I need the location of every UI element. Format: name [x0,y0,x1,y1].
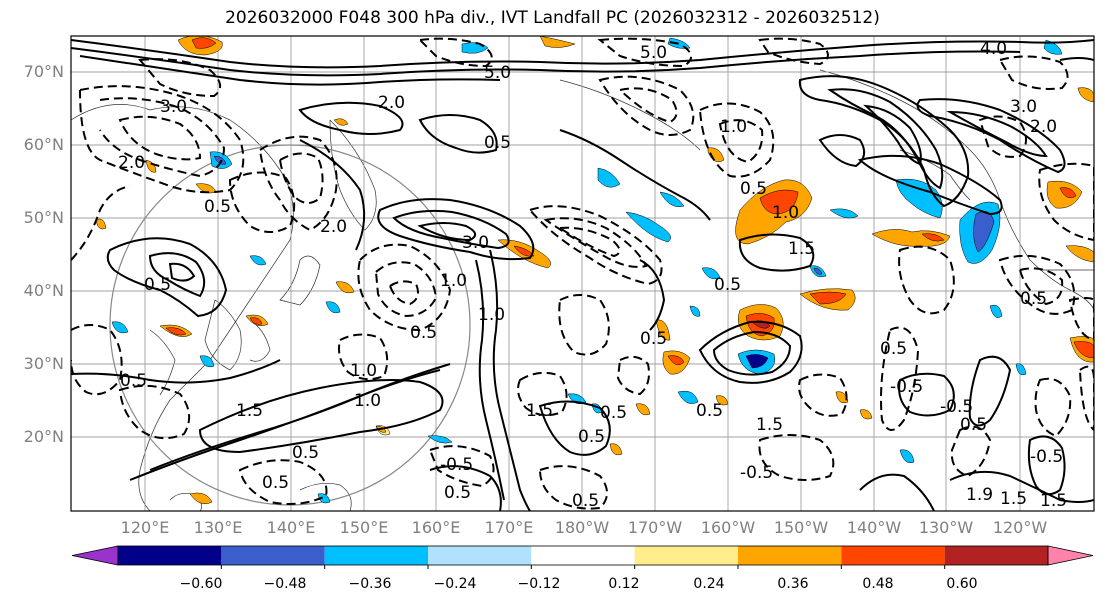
colorbar-tick-label: −0.48 [263,576,307,592]
contour-label: 5.0 [484,63,511,83]
colorbar-tick-label: 0.24 [693,576,725,592]
contour-label: 4.0 [980,39,1007,59]
contour-label: 1.9 [966,485,993,505]
contour-label: 1.5 [236,401,263,421]
contour-label: 0.5 [120,371,147,391]
contour-label: 1.0 [478,305,505,325]
contour-label: 3.0 [160,97,187,117]
colorbar-extend-high [1047,545,1094,566]
contour-label: 3.0 [462,233,489,253]
contour-label: 2.0 [1030,117,1057,137]
colorbar-tick-label: 0.60 [946,576,978,592]
colorbar-segment [841,546,945,565]
contour-label: 0.5 [578,427,605,447]
contour-label: 0.5 [600,403,627,423]
lon-label-130e: 130°E [193,518,243,537]
contour-label: 0.5 [696,401,723,421]
colorbar-tick-label: −0.12 [517,576,561,592]
colorbar-segment [944,546,1048,565]
contour-label: 0.5 [572,491,599,511]
negative-contours [71,37,1094,510]
lat-label-20n: 20°N [23,427,64,446]
lon-label-120e: 120°E [120,518,170,537]
contour-label: 0.5 [640,329,667,349]
contour-label: 2.0 [320,217,347,237]
contour-label: -0.5 [1030,447,1063,467]
lon-label-180w: 180°W [554,518,610,537]
landfall-region-circle [109,144,471,506]
contour-label: 1.0 [720,117,747,137]
colorbar-segment [324,546,428,565]
lat-label-70n: 70°N [23,62,64,81]
colorbar-frame [117,545,1049,566]
coastlines [71,69,1094,511]
lat-label-30n: 30°N [23,354,64,373]
positive-contours [71,39,1094,511]
contour-label: 1.5 [788,239,815,259]
contour-label: 1.0 [350,361,377,381]
lon-label-130w: 130°W [918,518,974,537]
lon-label-150e: 150°E [339,518,389,537]
contour-label: 0.5 [144,275,171,295]
contour-label: 1.0 [354,391,381,411]
colorbar-segment [531,546,635,565]
contour-label: 0.5 [204,197,231,217]
contour-label: 0.5 [740,179,767,199]
colorbar-extend-low [71,545,119,566]
contour-label: 1.5 [756,415,783,435]
contour-label: 1.5 [526,401,553,421]
contour-label: 0.5 [484,133,511,153]
lat-label-50n: 50°N [23,208,64,227]
contour-label: 0.5 [444,483,471,503]
lon-label-120w: 120°W [992,518,1048,537]
lon-label-140w: 140°W [846,518,902,537]
contour-label: 0.5 [880,339,907,359]
colorbar-segment [428,546,532,565]
colorbar-tick-label: −0.36 [348,576,392,592]
lon-label-170w: 170°W [627,518,683,537]
lon-label-140e: 140°E [266,518,316,537]
map-title: 2026032000 F048 300 hPa div., IVT Landfa… [225,8,880,28]
contour-label: 1.5 [1040,491,1067,511]
colorbar-tick-label: 0.12 [608,576,640,592]
lon-label-170e: 170°E [484,518,534,537]
map-plot-area: 2.0 3.0 3.0 2.0 0.5 0.5 5.0 5.0 4.0 3.0 … [71,36,1094,511]
contour-label: 0.5 [1020,289,1047,309]
lat-label-40n: 40°N [23,281,64,300]
contour-label: 0.5 [292,443,319,463]
contour-label: 3.0 [1010,97,1037,117]
colorbar [71,545,1094,569]
contour-label: 0.5 [960,415,987,435]
contour-label: 0.5 [262,473,289,493]
contour-label: 1.5 [1000,489,1027,509]
lon-label-160e: 160°E [411,518,461,537]
contour-label: 1.0 [772,203,799,223]
contour-label: -0.5 [740,463,773,483]
contour-label: 0.5 [714,275,741,295]
colorbar-tick-label: −0.24 [433,576,477,592]
contour-label: 5.0 [640,43,667,63]
contour-label: -0.5 [440,455,473,475]
colorbar-segment [634,546,738,565]
contour-label: -0.5 [890,377,923,397]
contour-label: 2.0 [378,93,405,113]
colorbar-tick-label: 0.48 [862,576,894,592]
lon-label-160w: 160°W [700,518,756,537]
contour-label: 2.0 [118,153,145,173]
contour-label: 1.0 [440,271,467,291]
contour-label: 0.5 [410,323,437,343]
colorbar-tick-label: 0.36 [777,576,809,592]
colorbar-segment [221,546,325,565]
lat-label-60n: 60°N [23,135,64,154]
contour-label: -0.5 [940,397,973,417]
map-frame [70,35,1095,512]
lon-label-150w: 150°W [773,518,829,537]
colorbar-tick-label: −0.60 [179,576,223,592]
contour-labels: 2.0 3.0 3.0 2.0 0.5 0.5 5.0 5.0 4.0 3.0 … [118,39,1067,511]
colorbar-segment [118,546,222,565]
colorbar-segment [738,546,842,565]
